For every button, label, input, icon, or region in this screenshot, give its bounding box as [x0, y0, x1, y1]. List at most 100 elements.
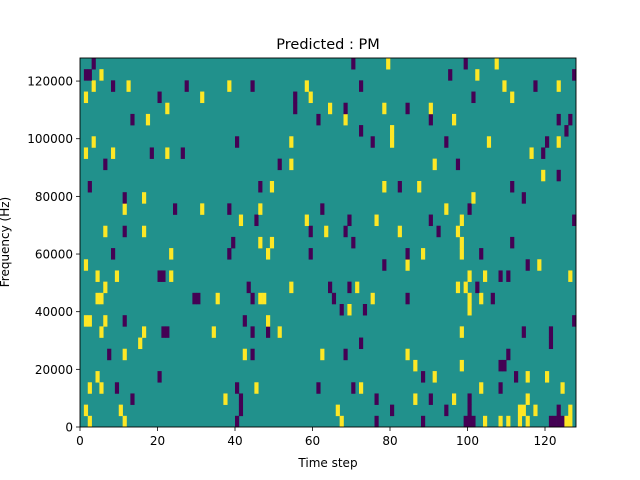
- heatmap-cell-low: [87, 181, 92, 193]
- heatmap-cell-high: [339, 415, 344, 428]
- x-tick-label: 20: [150, 434, 165, 448]
- heatmap-cell-low: [184, 80, 189, 92]
- heatmap-cell-low: [502, 359, 507, 372]
- heatmap-cell-low: [490, 292, 495, 305]
- heatmap-cell-high: [475, 69, 480, 81]
- heatmap-cell-low: [250, 292, 255, 305]
- heatmap-cell-low: [254, 214, 259, 227]
- heatmap-cell-high: [560, 382, 565, 394]
- heatmap-cell-high: [83, 315, 89, 327]
- heatmap-cell-high: [525, 371, 530, 383]
- chart-title: Predicted : PM: [276, 37, 379, 53]
- heatmap-cell-low: [521, 326, 526, 338]
- heatmap-cell-high: [111, 147, 116, 159]
- heatmap-cell-high: [517, 415, 523, 428]
- y-tick-label: 40000: [35, 305, 73, 319]
- heatmap-cell-high: [320, 348, 325, 361]
- heatmap-cell-low: [250, 80, 255, 92]
- heatmap-cell-low: [405, 102, 410, 115]
- heatmap-cell-low: [328, 281, 333, 294]
- heatmap-cell-high: [308, 91, 313, 104]
- heatmap-cell-low: [359, 337, 364, 350]
- y-axis-label: Frequency (Hz): [0, 197, 12, 288]
- heatmap-cell-high: [506, 415, 511, 428]
- heatmap-cell-low: [149, 147, 154, 159]
- heatmap-cell-low: [157, 270, 162, 282]
- heatmap-background-level-mid: [80, 58, 576, 427]
- heatmap-cell-low: [525, 259, 530, 271]
- heatmap-cell-high: [87, 382, 92, 394]
- heatmap-cell-high: [390, 125, 395, 137]
- heatmap-cell-low: [351, 58, 356, 70]
- heatmap-cell-high: [568, 415, 573, 428]
- heatmap-cell-high: [83, 404, 89, 417]
- heatmap-plot-area: [80, 58, 577, 428]
- heatmap-cell-high: [122, 348, 127, 361]
- heatmap-cell-low: [250, 348, 255, 361]
- heatmap-cell-high: [254, 382, 259, 394]
- heatmap-cell-high: [432, 371, 437, 383]
- heatmap-cell-low: [343, 348, 348, 361]
- heatmap-cell-low: [339, 304, 344, 316]
- heatmap-cell-high: [405, 259, 410, 271]
- heatmap-cell-low: [258, 181, 263, 193]
- heatmap-cell-high: [99, 326, 104, 338]
- heatmap-cell-high: [537, 259, 542, 271]
- heatmap-cell-low: [556, 113, 561, 126]
- heatmap-cell-low: [246, 281, 251, 294]
- heatmap-cell-low: [471, 91, 476, 104]
- heatmap-cell-high: [374, 214, 379, 227]
- heatmap-cell-low: [428, 214, 433, 227]
- heatmap-cell-high: [545, 371, 550, 383]
- heatmap-cell-high: [266, 248, 271, 260]
- heatmap-cell-low: [161, 270, 166, 282]
- heatmap-cell-low: [316, 113, 321, 126]
- heatmap-cell-high: [556, 80, 561, 92]
- heatmap-cell-low: [238, 404, 244, 417]
- heatmap-cell-high: [289, 281, 294, 294]
- heatmap-cell-high: [568, 270, 573, 282]
- heatmap-cell-high: [87, 315, 92, 327]
- heatmap-cell-low: [514, 371, 519, 383]
- heatmap-cell-low: [235, 382, 240, 394]
- heatmap-cell-high: [91, 80, 96, 92]
- heatmap-cell-low: [316, 382, 321, 394]
- heatmap-cell-low: [521, 192, 526, 204]
- heatmap-cell-high: [165, 147, 170, 159]
- heatmap-cell-high: [525, 393, 530, 405]
- heatmap-cell-low: [471, 415, 476, 428]
- heatmap-cell-low: [130, 393, 135, 405]
- heatmap-cell-low: [405, 292, 410, 305]
- heatmap-cell-low: [390, 404, 395, 417]
- heatmap-cell-high: [459, 248, 464, 260]
- heatmap-cell-low: [421, 415, 426, 428]
- y-axis: 0 20000 40000 60000 80000 100000 120000: [27, 75, 80, 435]
- heatmap-cell-high: [494, 58, 499, 70]
- heatmap-cell-low: [479, 248, 484, 260]
- heatmap-cell-high: [397, 225, 402, 238]
- heatmap-cell-high: [479, 292, 484, 305]
- heatmap-cell-high: [347, 304, 352, 316]
- heatmap-cell-low: [498, 270, 503, 282]
- heatmap-cell-high: [122, 415, 127, 428]
- heatmap-cell-high: [359, 382, 364, 394]
- heatmap-cell-high: [99, 292, 104, 305]
- heatmap-cell-low: [161, 326, 166, 338]
- heatmap-cell-low: [556, 169, 561, 182]
- heatmap-cell-low: [548, 326, 554, 338]
- heatmap-cell-high: [459, 326, 464, 338]
- heatmap-cell-high: [138, 337, 143, 350]
- heatmap-cell-high: [277, 326, 282, 338]
- heatmap-cell-low: [444, 136, 449, 148]
- heatmap-cell-high: [169, 270, 174, 282]
- y-tick-label: 20000: [35, 363, 73, 377]
- heatmap-cell-high: [258, 292, 263, 305]
- heatmap-cell-high: [258, 203, 263, 215]
- heatmap-cell-high: [328, 102, 333, 115]
- heatmap-cell-low: [552, 415, 557, 428]
- heatmap-cell-low: [173, 203, 178, 215]
- heatmap-cell-low: [572, 214, 577, 227]
- heatmap-cell-low: [405, 248, 410, 260]
- heatmap-cell-high: [223, 393, 228, 405]
